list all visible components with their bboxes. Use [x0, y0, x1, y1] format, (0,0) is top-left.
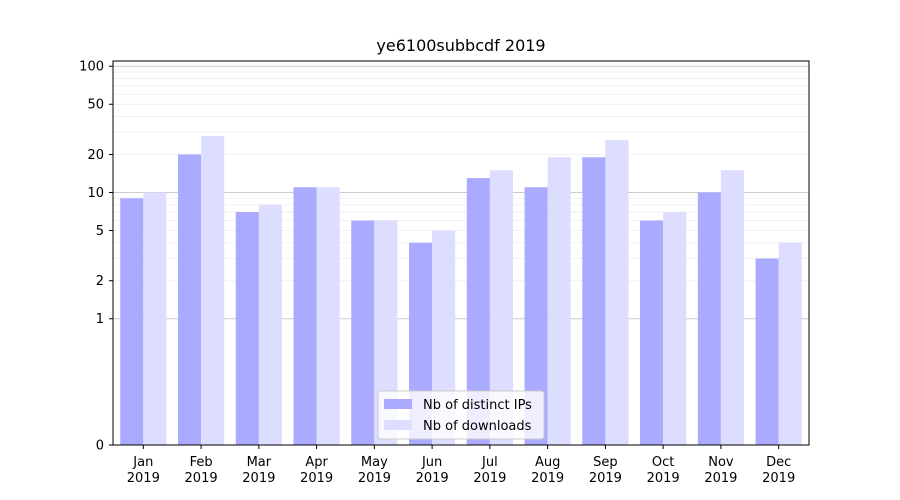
bar-downloads-nov [720, 170, 745, 445]
bar-ips-oct [640, 220, 664, 445]
bar-ips-mar [235, 212, 259, 445]
x-tick-label-year: 2019 [647, 471, 680, 486]
x-tick-label-month: Nov [708, 455, 734, 470]
y-tick-label: 1 [96, 312, 104, 327]
legend: Nb of distinct IPs Nb of downloads [377, 390, 545, 440]
x-tick-label-year: 2019 [127, 471, 160, 486]
x-tick-label-month: Dec [766, 455, 791, 470]
x-tick-label-year: 2019 [762, 471, 795, 486]
bar-downloads-aug [547, 157, 571, 445]
x-tick-label-month: Jan [132, 455, 153, 470]
plot-frame [112, 60, 810, 446]
x-tick-label-month: Sep [593, 455, 618, 470]
bar-downloads-sep [605, 140, 629, 445]
y-tick-label: 10 [87, 186, 104, 201]
grid-lines [113, 65, 809, 320]
x-tick-label-month: Aug [535, 455, 560, 470]
bar-downloads-feb [201, 136, 225, 445]
bar-ips-nov [697, 192, 721, 445]
x-tick-label-year: 2019 [704, 471, 737, 486]
bar-downloads-dec [778, 242, 802, 445]
legend-box [377, 390, 545, 440]
x-axis: Jan2019Feb2019Mar2019Apr2019May2019Jun20… [127, 445, 795, 486]
x-tick-label-month: Oct [652, 455, 674, 470]
legend-swatch [384, 399, 412, 409]
x-tick-label-year: 2019 [589, 471, 622, 486]
x-tick-label-month: Jul [481, 455, 498, 470]
bar-downloads-jan [143, 192, 167, 445]
bar-downloads-jul [489, 170, 513, 445]
bar-downloads-oct [663, 212, 687, 445]
x-tick-label-year: 2019 [185, 471, 218, 486]
x-tick-label-month: Feb [190, 455, 213, 470]
bar-downloads-apr [316, 187, 340, 446]
x-tick-label-year: 2019 [300, 471, 333, 486]
legend-label: Nb of distinct IPs [423, 398, 532, 413]
y-tick-label: 20 [87, 148, 104, 163]
x-tick-label-month: Apr [305, 455, 328, 470]
bar-ips-dec [755, 258, 779, 445]
x-tick-label-month: May [361, 455, 388, 470]
bar-ips-aug [524, 187, 548, 446]
legend-swatch [384, 420, 412, 430]
bar-downloads-may [374, 220, 398, 445]
bar-ips-may [351, 220, 375, 445]
bar-ips-jul [466, 178, 490, 446]
bar-ips-jan [120, 198, 144, 445]
bars [120, 136, 802, 446]
x-tick-label-year: 2019 [358, 471, 391, 486]
y-tick-label: 2 [96, 274, 104, 289]
y-tick-label: 5 [96, 224, 104, 239]
chart-title: ye6100subbcdf 2019 [376, 36, 545, 55]
bar-ips-feb [177, 154, 202, 445]
x-tick-label-month: Jun [421, 455, 442, 470]
legend-label: Nb of downloads [423, 419, 532, 434]
y-axis: 0 1 2 5 10 20 50 100 [79, 60, 113, 454]
y-tick-label: 0 [96, 439, 104, 454]
x-tick-label-year: 2019 [242, 471, 275, 486]
y-tick-label: 50 [87, 98, 104, 113]
y-tick-label: 100 [79, 60, 104, 75]
bar-ips-sep [582, 157, 606, 445]
x-tick-label-month: Mar [247, 455, 272, 470]
bar-ips-apr [293, 187, 317, 446]
x-tick-label-year: 2019 [473, 471, 506, 486]
bar-downloads-mar [258, 204, 282, 445]
x-tick-label-year: 2019 [416, 471, 449, 486]
x-tick-label-year: 2019 [531, 471, 564, 486]
